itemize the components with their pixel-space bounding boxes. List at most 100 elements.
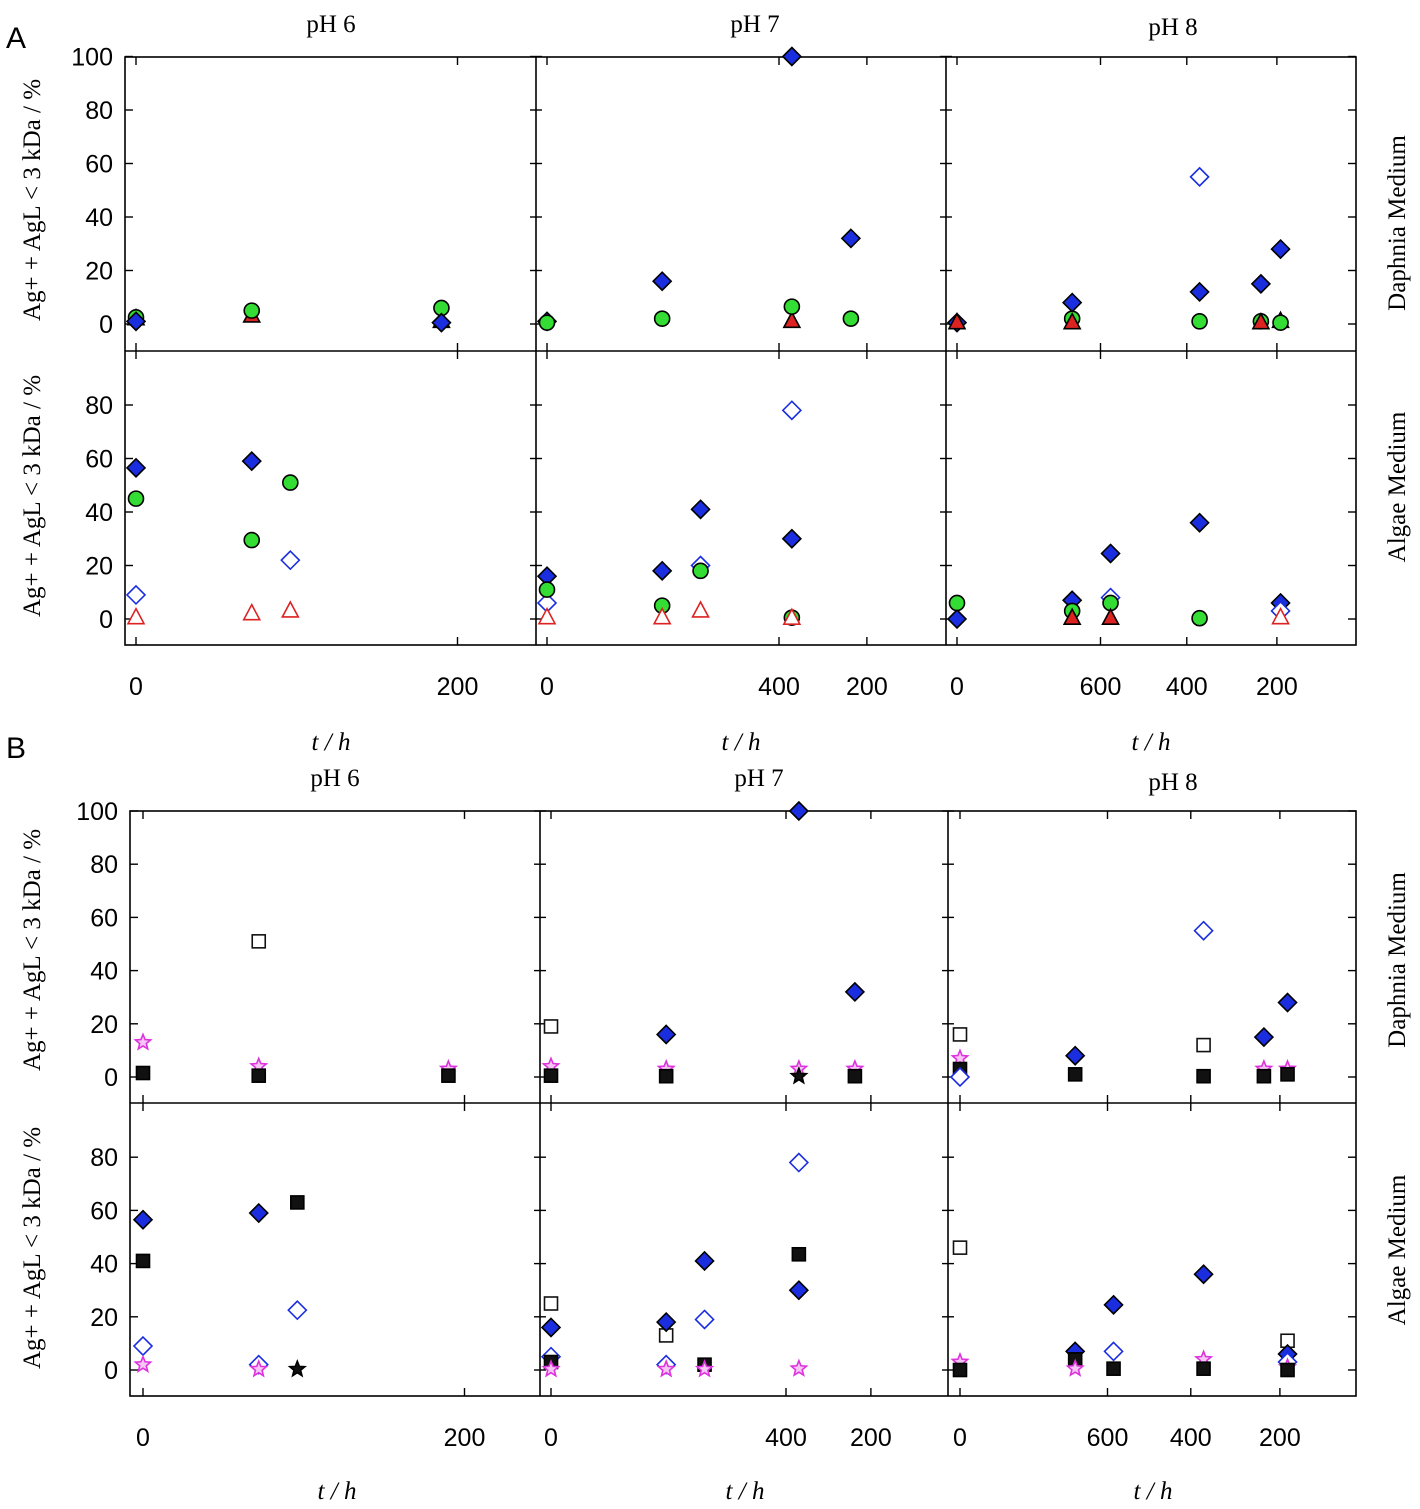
circle-marker xyxy=(538,314,556,331)
panel-a-row-label-daphnia: Daphnia Medium xyxy=(1384,135,1411,311)
x-tick-label: 600 xyxy=(1080,673,1122,701)
square-marker xyxy=(1067,1067,1083,1082)
diamond-marker xyxy=(132,1335,154,1357)
circle-marker xyxy=(282,474,299,491)
x-tick-label: 200 xyxy=(850,1424,892,1452)
diamond-marker xyxy=(781,46,802,67)
y-tick-label: 60 xyxy=(85,446,113,474)
y-tick-label: 20 xyxy=(90,1304,118,1332)
diamond-marker xyxy=(431,312,452,333)
circle-marker xyxy=(1191,609,1208,627)
square-marker xyxy=(1280,1362,1295,1378)
triangle-marker xyxy=(280,600,300,618)
square-marker xyxy=(1196,1037,1211,1053)
circle-marker xyxy=(783,298,801,315)
triangle-marker xyxy=(537,606,557,625)
star-marker xyxy=(133,1032,153,1051)
circle-marker xyxy=(692,562,709,580)
square-marker xyxy=(952,1362,968,1378)
square-marker xyxy=(1280,1067,1295,1082)
panel-b-row-label-algae: Algae Medium xyxy=(1384,1174,1411,1325)
panel-b-label: B xyxy=(6,732,26,765)
star-marker xyxy=(541,1359,561,1378)
square-marker xyxy=(1196,1068,1211,1084)
y-tick-label: 80 xyxy=(90,1144,118,1172)
y-tick-label: 80 xyxy=(85,97,113,125)
y-tick-label: 40 xyxy=(90,1251,118,1279)
diamond-marker xyxy=(1189,166,1210,188)
diamond-marker xyxy=(1270,238,1291,260)
panel-b-xlabel-ph7: t / h xyxy=(726,1478,765,1505)
diamond-marker xyxy=(844,981,866,1003)
triangle-marker xyxy=(242,602,262,621)
circle-marker xyxy=(1272,314,1289,331)
diamond-marker xyxy=(694,1309,715,1330)
circle-marker xyxy=(948,594,966,612)
triangle-marker xyxy=(1271,606,1290,625)
y-tick-label: 40 xyxy=(85,204,113,232)
y-tick-label: 0 xyxy=(99,311,113,339)
triangle-marker xyxy=(947,311,967,330)
diamond-marker xyxy=(1250,273,1272,295)
triangle-marker xyxy=(1062,311,1082,330)
x-tick-label: 200 xyxy=(1256,673,1298,701)
square-marker xyxy=(135,1065,151,1081)
x-tick-label: 0 xyxy=(129,673,143,701)
circle-marker xyxy=(127,490,145,507)
circle-marker xyxy=(653,310,671,327)
star-marker xyxy=(789,1358,809,1377)
square-marker xyxy=(441,1068,456,1083)
y-tick-label: 100 xyxy=(71,44,113,72)
y-tick-label: 20 xyxy=(85,258,113,286)
diamond-marker xyxy=(788,1152,809,1173)
diamond-marker xyxy=(1065,1045,1086,1066)
square-marker xyxy=(543,1068,559,1083)
y-tick-label: 0 xyxy=(104,1064,118,1092)
triangle-marker xyxy=(126,606,146,625)
x-tick-label: 200 xyxy=(444,1424,486,1452)
diamond-marker xyxy=(1193,920,1214,941)
panel-a-xlabel-ph8: t / h xyxy=(1132,729,1171,756)
square-marker xyxy=(251,934,267,949)
diamond-marker xyxy=(840,228,862,249)
square-marker xyxy=(1106,1361,1121,1376)
diamond-marker xyxy=(1062,292,1083,313)
x-tick-label: 0 xyxy=(544,1424,558,1452)
x-tick-label: 0 xyxy=(136,1424,150,1452)
panel-a-row-label-algae: Algae Medium xyxy=(1384,411,1411,562)
diamond-marker xyxy=(656,1024,677,1045)
square-marker xyxy=(543,1296,559,1311)
panel-b-ylabel-top: Ag+ + AgL < 3 kDa / % xyxy=(19,829,46,1071)
diamond-marker xyxy=(1100,543,1121,564)
diamond-marker xyxy=(1193,1264,1214,1285)
star-marker xyxy=(694,1359,715,1378)
circle-marker xyxy=(243,531,261,549)
diamond-marker xyxy=(280,550,301,571)
square-marker xyxy=(1196,1361,1211,1376)
diamond-marker xyxy=(241,451,262,472)
diamond-marker xyxy=(125,584,147,606)
panel-a-xlabel-ph7: t / h xyxy=(722,729,761,756)
star-marker xyxy=(249,1359,269,1378)
triangle-marker xyxy=(1251,311,1271,330)
diamond-marker xyxy=(125,457,147,478)
y-tick-label: 20 xyxy=(90,1011,118,1039)
diamond-marker xyxy=(946,608,968,630)
diamond-marker xyxy=(781,400,802,421)
x-tick-label: 400 xyxy=(758,673,800,701)
diamond-marker xyxy=(781,528,802,549)
x-tick-label: 400 xyxy=(1166,673,1208,701)
triangle-marker xyxy=(782,310,802,329)
triangle-marker xyxy=(1101,607,1120,625)
square-marker xyxy=(658,1068,674,1084)
triangle-marker xyxy=(652,606,672,625)
panel-b-xlabel-ph8: t / h xyxy=(1134,1478,1173,1505)
diamond-marker xyxy=(652,560,673,581)
diamond-marker xyxy=(690,499,711,520)
panel-b-row-label-daphnia: Daphnia Medium xyxy=(1384,872,1411,1048)
x-tick-label: 200 xyxy=(437,673,479,701)
y-tick-label: 20 xyxy=(85,553,113,581)
triangle-marker xyxy=(691,600,710,618)
x-tick-label: 0 xyxy=(540,673,554,701)
